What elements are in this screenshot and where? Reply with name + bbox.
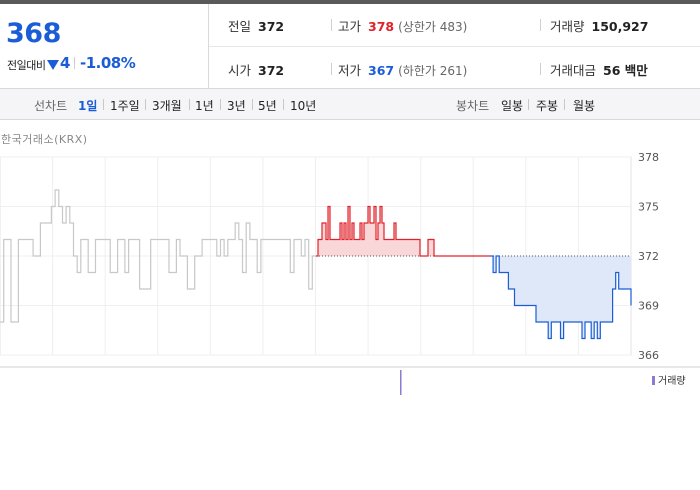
tab-daily-candle[interactable]: 일봉 bbox=[501, 99, 524, 113]
data-source-label: 한국거래소(KRX) bbox=[1, 133, 88, 146]
volume-legend-swatch bbox=[652, 376, 655, 385]
divider bbox=[528, 99, 529, 110]
down-triangle-icon bbox=[47, 60, 59, 70]
tab-1-year[interactable]: 1년 bbox=[195, 99, 214, 113]
price-up-area bbox=[316, 206, 490, 256]
y-tick-label: 369 bbox=[638, 300, 659, 313]
divider bbox=[252, 99, 253, 110]
low-price: 저가 367 (하한가 261) bbox=[338, 60, 467, 79]
change-amount: 4 bbox=[60, 54, 71, 72]
y-tick-label: 375 bbox=[638, 201, 659, 214]
upper-limit: (상한가 483) bbox=[398, 20, 468, 34]
divider bbox=[220, 99, 221, 110]
open-price: 시가 372 bbox=[228, 60, 284, 79]
tab-5-years[interactable]: 5년 bbox=[258, 99, 277, 113]
summary-row-divider bbox=[209, 46, 700, 47]
divider bbox=[331, 19, 332, 31]
current-price-box: 368 전일대비 4 -1.08% bbox=[0, 4, 209, 88]
y-tick-label: 372 bbox=[638, 250, 659, 263]
trade-value-label: 거래대금 bbox=[550, 63, 597, 78]
trade-value-amount: 56 백만 bbox=[603, 63, 648, 78]
tab-10-years[interactable]: 10년 bbox=[290, 99, 317, 113]
price-above-close-line bbox=[316, 205, 490, 257]
y-tick-label: 366 bbox=[638, 349, 659, 362]
tab-3-months[interactable]: 3개월 bbox=[152, 99, 182, 113]
low-label: 저가 bbox=[338, 63, 362, 78]
volume-legend: 거래량 bbox=[652, 372, 686, 387]
divider bbox=[540, 19, 541, 31]
tab-3-years[interactable]: 3년 bbox=[227, 99, 246, 113]
intraday-price-chart: 366 369 372 375 378 bbox=[0, 151, 700, 395]
volume-label: 거래량 bbox=[550, 19, 585, 34]
change-divider bbox=[74, 57, 75, 69]
divider bbox=[564, 99, 565, 110]
divider bbox=[331, 63, 332, 75]
current-price: 368 bbox=[6, 18, 61, 49]
tab-1-day[interactable]: 1일 bbox=[78, 99, 98, 113]
high-value: 378 bbox=[368, 19, 395, 34]
tab-weekly-candle[interactable]: 주봉 bbox=[536, 99, 559, 113]
divider bbox=[103, 99, 104, 110]
high-price: 고가 378 (상한가 483) bbox=[338, 16, 467, 35]
line-chart-label: 선차트 bbox=[34, 99, 68, 113]
low-value: 367 bbox=[368, 63, 395, 78]
volume-bar bbox=[400, 370, 402, 395]
prev-close: 전일 372 bbox=[228, 16, 284, 35]
trade-value: 거래대금 56 백만 bbox=[550, 60, 648, 79]
change-rate: -1.08% bbox=[80, 54, 136, 72]
prev-close-value: 372 bbox=[258, 19, 285, 34]
divider bbox=[189, 99, 190, 110]
volume: 거래량 150,927 bbox=[550, 16, 648, 35]
prev-close-label: 전일 bbox=[228, 19, 252, 34]
prior-session-line bbox=[0, 189, 316, 323]
price-summary: 368 전일대비 4 -1.08% 전일 372 고가 378 (상한가 483) 거… bbox=[0, 4, 700, 89]
volume-legend-text: 거래량 bbox=[658, 376, 686, 387]
high-label: 고가 bbox=[338, 19, 362, 34]
price-down-area bbox=[490, 256, 631, 339]
open-label: 시가 bbox=[228, 63, 252, 78]
y-tick-label: 378 bbox=[638, 151, 659, 164]
chart-period-tabs: 선차트 1일 1주일 3개월 1년 3년 5년 10년 봉차트 일봉 주봉 월봉 bbox=[0, 89, 700, 120]
volume-value: 150,927 bbox=[591, 19, 649, 34]
change-label: 전일대비 bbox=[7, 59, 46, 72]
divider bbox=[283, 99, 284, 110]
tab-monthly-candle[interactable]: 월봉 bbox=[573, 99, 596, 113]
open-value: 372 bbox=[258, 63, 285, 78]
divider bbox=[145, 99, 146, 110]
price-below-close-line bbox=[490, 255, 632, 340]
divider bbox=[540, 63, 541, 75]
lower-limit: (하한가 261) bbox=[398, 64, 468, 78]
candle-chart-label: 봉차트 bbox=[456, 99, 490, 113]
tab-1-week[interactable]: 1주일 bbox=[110, 99, 140, 113]
top-accent-bar bbox=[0, 0, 700, 4]
